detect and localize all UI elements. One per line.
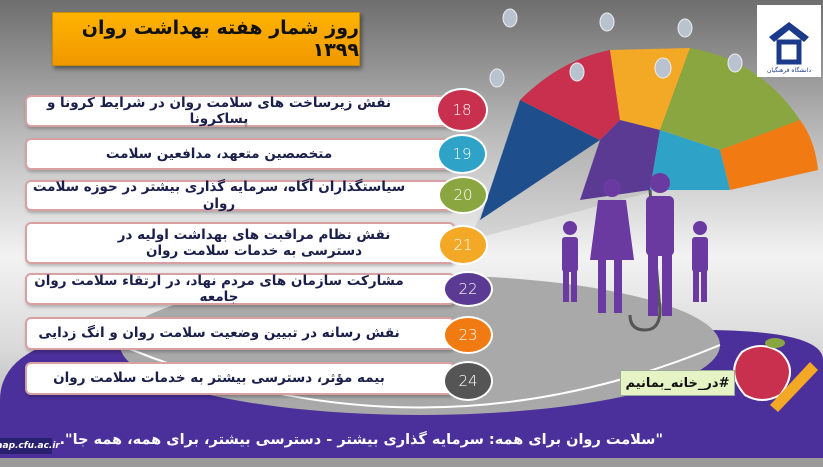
list-item: نقش رسانه در تبیین وضعیت سلامت روان و ان… bbox=[25, 317, 455, 350]
list-item: متخصصین متعهد، مدافعین سلامت bbox=[25, 138, 455, 170]
list-item: سیاستگذاران آگاه، سرمایه گذاری بیشتر در … bbox=[25, 179, 455, 212]
page-title: روز شمار هفته بهداشت روان ۱۳۹۹ bbox=[52, 12, 360, 66]
day-badge: 20 bbox=[438, 176, 488, 214]
day-badge: 22 bbox=[443, 271, 493, 307]
apple-pencil-icon bbox=[733, 338, 818, 412]
family-silhouette bbox=[562, 173, 708, 316]
site-link[interactable]: taap.cfu.ac.ir bbox=[0, 438, 60, 454]
item-text: متخصصین متعهد، مدافعین سلامت bbox=[105, 145, 333, 162]
day-badge: 23 bbox=[443, 316, 493, 354]
list-item: نقش زیرساخت های سلامت روان در شرایط کرون… bbox=[25, 95, 455, 127]
hashtag-label: #در_خانه_بمانیم bbox=[620, 370, 735, 396]
list-item: مشارکت سازمان های مردم نهاد، در ارتقاء س… bbox=[25, 273, 455, 305]
list-item: نقش نظام مراقبت های بهداشت اولیه در دستر… bbox=[25, 222, 455, 264]
university-logo: دانشگاه فرهنگیان bbox=[757, 5, 821, 77]
list-item: بیمه مؤثر، دسترسی بیشتر به خدمات سلامت ر… bbox=[25, 362, 455, 395]
umbrella-illustration bbox=[470, 40, 818, 332]
day-badge: 19 bbox=[437, 134, 487, 174]
item-text: بیمه مؤثر، دسترسی بیشتر به خدمات سلامت ر… bbox=[53, 370, 385, 387]
footer-slogan: "سلامت روان برای همه: سرمایه گذاری بیشتر… bbox=[59, 432, 663, 448]
logo-emblem-icon bbox=[769, 22, 809, 65]
day-badge: 24 bbox=[443, 361, 493, 401]
item-text: نقش زیرساخت های سلامت روان در شرایط کرون… bbox=[46, 94, 392, 127]
raindrops bbox=[489, 8, 743, 88]
logo-text: دانشگاه فرهنگیان bbox=[766, 67, 812, 74]
day-badge: 21 bbox=[438, 225, 488, 265]
item-text: سیاستگذاران آگاه، سرمایه گذاری بیشتر در … bbox=[32, 179, 406, 212]
item-text: مشارکت سازمان های مردم نهاد، در ارتقاء س… bbox=[34, 272, 404, 305]
day-badge: 18 bbox=[436, 88, 488, 132]
item-text: نقش رسانه در تبیین وضعیت سلامت روان و ان… bbox=[38, 325, 400, 342]
item-text: نقش نظام مراقبت های بهداشت اولیه در دستر… bbox=[117, 226, 391, 259]
